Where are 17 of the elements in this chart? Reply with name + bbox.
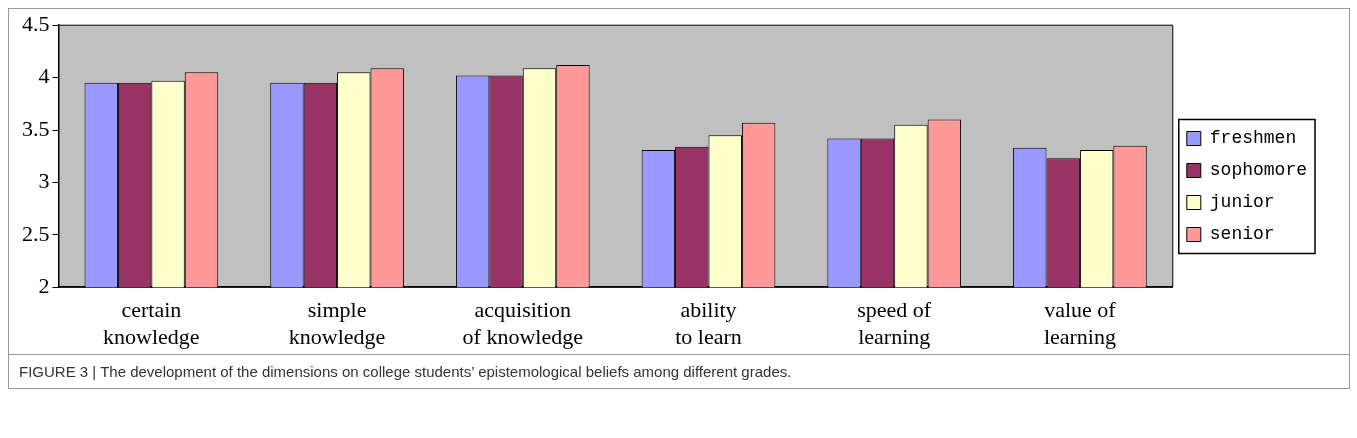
- y-tick-label: 2: [38, 272, 50, 298]
- x-tick-label: value of learning: [1043, 297, 1117, 349]
- legend-label: senior: [1209, 224, 1275, 245]
- x-tick-label: speed of learning: [857, 297, 932, 349]
- legend-label: sophomore: [1209, 160, 1307, 181]
- y-tick-label: 4.5: [22, 10, 50, 36]
- x-tick-label: acquisition of knowledge: [462, 297, 583, 349]
- y-tick-label: 2.5: [22, 220, 50, 246]
- x-tick-label: certain knowledge: [103, 297, 200, 349]
- x-tick-label: ability to learn: [675, 297, 742, 349]
- y-tick-label: 4: [38, 63, 50, 89]
- y-tick-label: 3.5: [22, 115, 50, 141]
- legend-label: junior: [1209, 192, 1275, 213]
- legend-label: freshmen: [1209, 128, 1297, 149]
- y-tick-label: 3: [38, 168, 50, 194]
- x-tick-label: simple knowledge: [288, 297, 386, 349]
- caption: FIGURE 3 | The development of the dimensions on college students’ epistemological beliefs among different grades.: [9, 354, 1349, 388]
